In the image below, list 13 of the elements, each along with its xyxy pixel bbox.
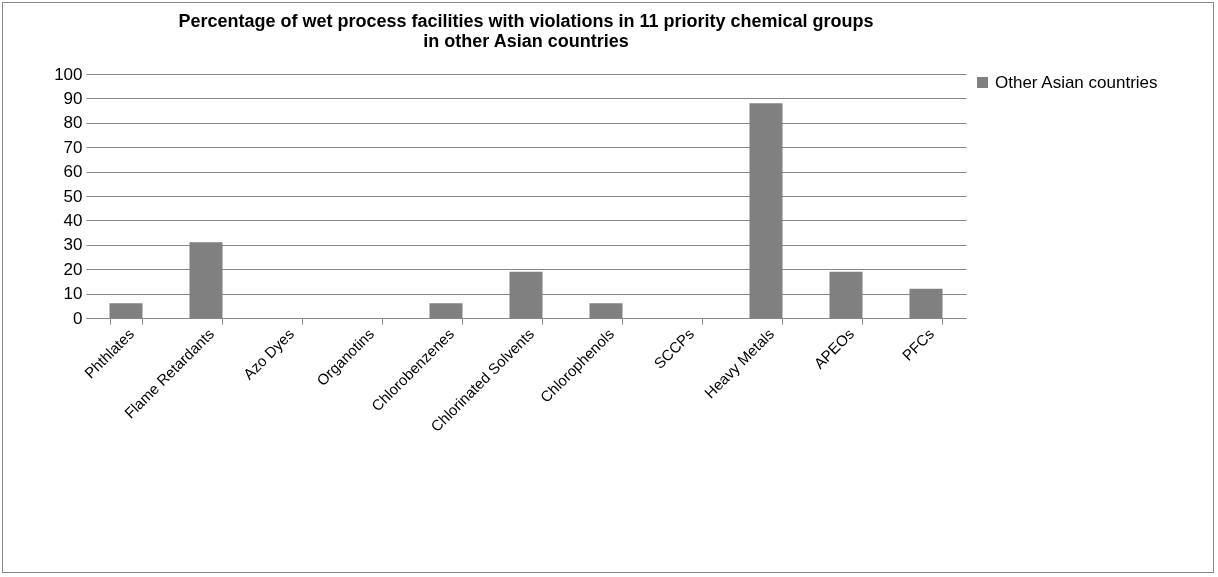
legend-label: Other Asian countries [995,72,1158,92]
y-tick-label: 70 [63,137,83,157]
y-tick-label: 80 [63,113,83,133]
y-tick-label: 40 [63,210,83,230]
y-tick-label: 10 [63,284,83,304]
y-tick-label: 0 [73,308,83,328]
y-tick-label: 20 [63,259,83,279]
y-tick-label: 30 [63,235,83,255]
chart-title: Percentage of wet process facilities with violations in 11 priority chemical groups in other Asian countries [178,11,874,51]
y-tick-label: 90 [63,88,83,108]
y-tick-label: 50 [63,186,83,206]
y-tick-label: 100 [54,64,83,84]
y-tick-label: 60 [63,162,83,182]
